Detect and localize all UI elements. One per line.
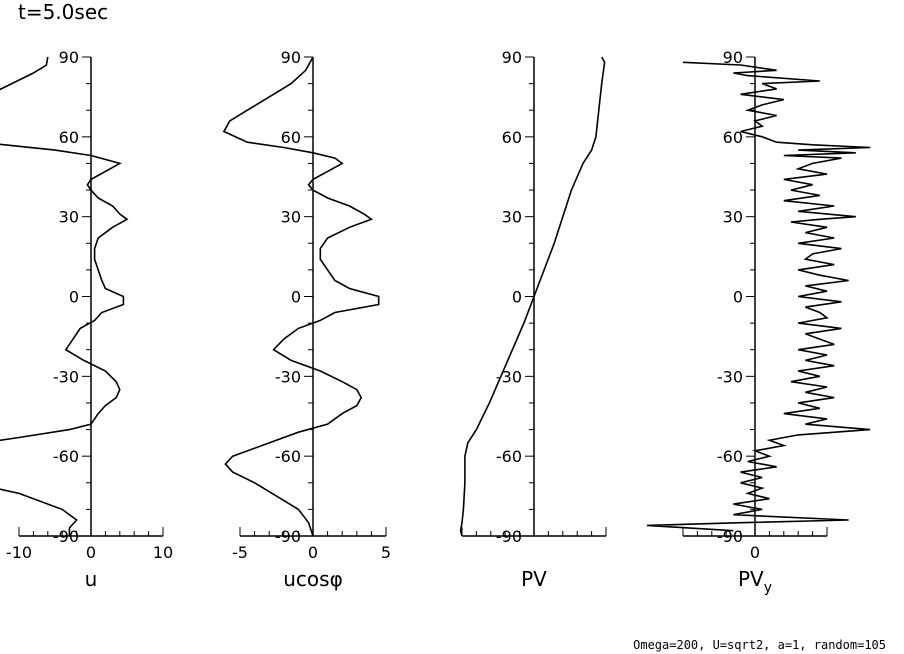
chart-1-y-tick-label: 90 xyxy=(59,48,79,67)
chart-1-y-tick-label: -90 xyxy=(53,527,79,546)
chart-2-y-tick-label: 0 xyxy=(291,288,301,307)
chart-3-series-line xyxy=(459,56,606,537)
chart-2-y-tick-label: -30 xyxy=(275,367,301,386)
chart-4-y-tick-label: -60 xyxy=(717,447,743,466)
chart-4-x-tick-label: 0 xyxy=(750,543,760,562)
chart-2-x-tick-label: -5 xyxy=(232,543,248,562)
chart-4-y-tick-label: 60 xyxy=(723,128,743,147)
chart-2-series-line xyxy=(222,56,380,537)
chart-1-x-tick-label: 10 xyxy=(153,543,173,562)
chart-1-y-tick-label: 60 xyxy=(59,128,79,147)
chart-1-x-axis-label: u xyxy=(85,567,98,591)
chart-3-y-tick-label: 0 xyxy=(512,288,522,307)
chart-3-x-axis-label: PV xyxy=(521,567,547,591)
chart-2-y-tick-label: 90 xyxy=(281,48,301,67)
chart-1-y-tick-label: 30 xyxy=(59,208,79,227)
chart-2-y-tick-label: -60 xyxy=(275,447,301,466)
chart-4-y-tick-label: 90 xyxy=(723,48,743,67)
chart-2-y-tick-label: -90 xyxy=(275,527,301,546)
figure-title: t=5.0sec xyxy=(18,0,109,24)
chart-2-x-axis-label: ucosφ xyxy=(283,567,343,591)
chart-3-y-tick-label: -30 xyxy=(496,367,522,386)
chart-4-y-tick-label: -30 xyxy=(717,367,743,386)
chart-1-y-tick-label: 0 xyxy=(69,288,79,307)
figure-footer: Omega=200, U=sqrt2, a=1, random=105 xyxy=(633,638,886,652)
chart-1-y-tick-label: -60 xyxy=(53,447,79,466)
chart-1-x-tick-label: 0 xyxy=(86,543,96,562)
chart-4-y-tick-label: -90 xyxy=(717,527,743,546)
chart-1-series-line xyxy=(0,56,129,536)
chart-4-y-tick-label: 0 xyxy=(733,288,743,307)
chart-4-series-line xyxy=(646,61,871,532)
chart-4-y-tick-label: 30 xyxy=(723,208,743,227)
chart-1-x-tick-label: -10 xyxy=(6,543,32,562)
chart-2-x-tick-label: 5 xyxy=(381,543,391,562)
chart-3-y-tick-label: -90 xyxy=(496,527,522,546)
chart-2-x-tick-label: 0 xyxy=(308,543,318,562)
chart-2-y-tick-label: 30 xyxy=(281,208,301,227)
chart-3-y-tick-label: 60 xyxy=(502,128,522,147)
chart-3-y-tick-label: -60 xyxy=(496,447,522,466)
chart-4-x-axis-label: PVy xyxy=(738,567,772,596)
chart-2-y-tick-label: 60 xyxy=(281,128,301,147)
chart-3-y-tick-label: 90 xyxy=(502,48,522,67)
chart-1-y-tick-label: -30 xyxy=(53,367,79,386)
chart-3-y-tick-label: 30 xyxy=(502,208,522,227)
